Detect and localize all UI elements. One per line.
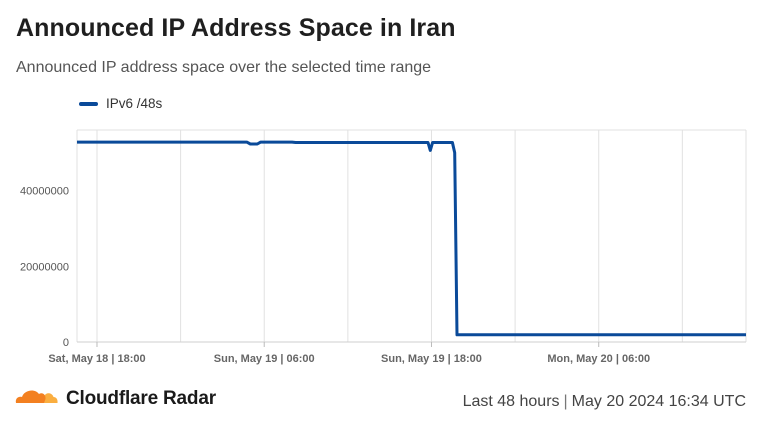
y-tick-label: 40000000 <box>20 186 69 198</box>
time-range-label: Last 48 hours <box>462 393 560 410</box>
footer-info: Last 48 hours | May 20 2024 16:34 UTC <box>463 393 746 411</box>
series-line-ipv6 <box>77 140 746 337</box>
chart-subtitle: Announced IP address space over the sele… <box>16 59 432 76</box>
y-tick-label: 20000000 <box>20 261 69 273</box>
cloudflare-cloud-icon <box>15 390 58 403</box>
x-tick-label: Sun, May 19 | 06:00 <box>214 353 315 365</box>
timestamp-label: May 20 2024 16:34 UTC <box>571 393 746 410</box>
legend[interactable]: IPv6 /48s <box>79 96 162 111</box>
legend-swatch <box>79 101 98 106</box>
chart-title: Announced IP Address Space in Iran <box>16 14 456 42</box>
x-tick-label: Sun, May 19 | 18:00 <box>381 353 482 365</box>
x-tick-label: Mon, May 20 | 06:00 <box>547 353 650 365</box>
footer-separator: | <box>563 393 568 410</box>
y-tick-label: 0 <box>63 337 69 349</box>
cloudflare-radar-logo[interactable]: Cloudflare Radar <box>14 388 216 410</box>
x-tick-label: Sat, May 18 | 18:00 <box>48 353 145 365</box>
brand-name: Cloudflare Radar <box>66 388 216 409</box>
legend-label: IPv6 /48s <box>106 96 163 111</box>
